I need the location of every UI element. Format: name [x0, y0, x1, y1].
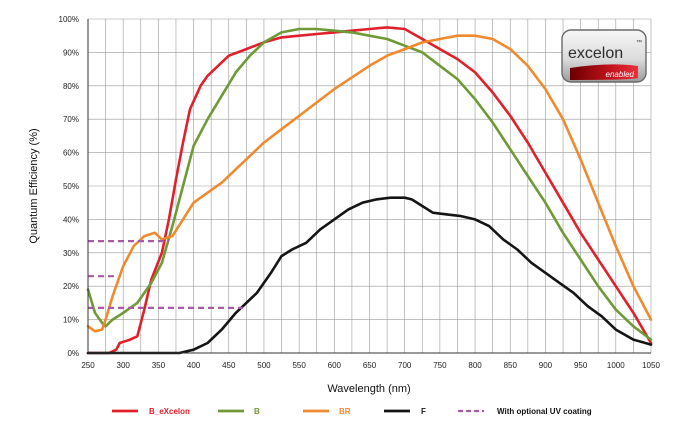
legend-label-b: B [254, 407, 260, 416]
x-tick-label: 500 [257, 361, 271, 370]
series-line-b [86, 27, 653, 341]
x-tick-label: 900 [539, 361, 553, 370]
y-tick-label: 50% [63, 182, 79, 191]
x-tick-label: 750 [433, 361, 447, 370]
x-tick-label: 800 [468, 361, 482, 370]
y-tick-label: 20% [63, 282, 79, 291]
x-tick-labels: 250 300 350 400 450 500 550 600 650 700 750 800 850 9… [81, 361, 660, 370]
x-tick-label: 650 [363, 361, 377, 370]
series-line-f [86, 196, 653, 355]
x-tick-label: 1000 [607, 361, 625, 370]
axes-layer [87, 19, 651, 354]
x-axis-title: Wavelength (nm) [327, 383, 410, 395]
legend-label-f: F [421, 407, 426, 416]
y-tick-label: 70% [63, 115, 79, 124]
grid-layer [87, 18, 652, 354]
legend-label-with-optional-uv-coating: With optional UV coating [497, 407, 592, 416]
y-tick-label: 40% [63, 215, 79, 224]
x-tick-label: 400 [187, 361, 201, 370]
x-tick-label: 550 [292, 361, 306, 370]
y-tick-label: 10% [63, 316, 79, 325]
logo-trademark: ™ [636, 39, 642, 46]
excelon-logo: excelon ™ enabled [561, 29, 647, 83]
y-tick-labels: 0% 10% 20% 30% 40% 50% 60% 70% 80% 90% 100% [59, 15, 79, 358]
x-tick-label: 1050 [642, 361, 660, 370]
legend-label-br: BR [339, 407, 351, 416]
x-tick-label: 700 [398, 361, 412, 370]
legend-label-b-excelon: B_eXcelon [149, 407, 190, 416]
y-tick-label: 0% [67, 349, 79, 358]
x-tick-label: 850 [504, 361, 518, 370]
y-tick-label: 100% [59, 15, 79, 24]
logo-enabled-tag: enabled [606, 70, 635, 79]
x-tick-label: 250 [81, 361, 95, 370]
series-line-b-excelon [86, 26, 653, 355]
logo-wordmark: excelon [568, 45, 623, 62]
x-tick-label: 300 [117, 361, 131, 370]
x-tick-label: 350 [152, 361, 166, 370]
y-tick-label: 90% [63, 48, 79, 57]
y-axis-title: Quantum Efficiency (%) [28, 128, 40, 243]
x-tick-label: 950 [574, 361, 588, 370]
y-tick-label: 30% [63, 249, 79, 258]
x-tick-label: 600 [328, 361, 342, 370]
x-tick-label: 450 [222, 361, 236, 370]
y-tick-label: 80% [63, 82, 79, 91]
legend: B_eXcelon B BR F With optional UV coating [112, 407, 592, 416]
series-layer [86, 26, 653, 355]
y-tick-label: 60% [63, 149, 79, 158]
